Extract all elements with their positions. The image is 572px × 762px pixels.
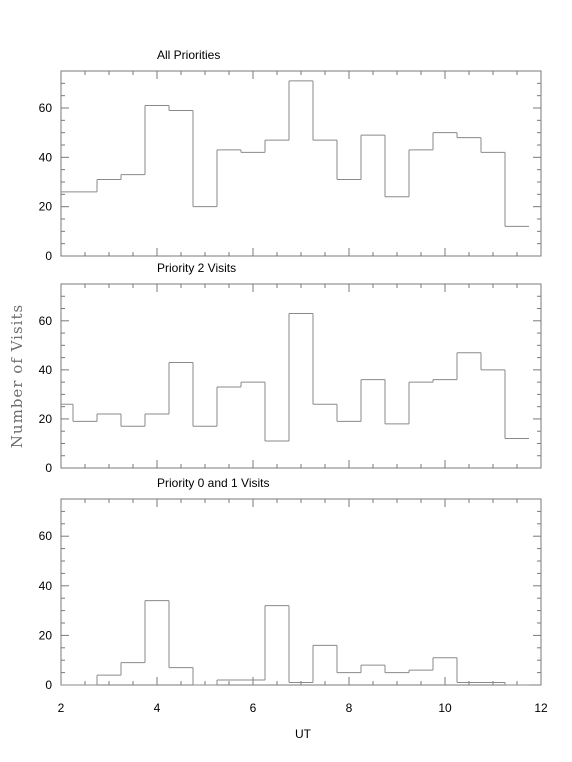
x-tick-label: 10 [438, 701, 452, 715]
y-tick-label: 40 [39, 150, 53, 164]
plot-frame [60, 498, 542, 686]
panel-title: All Priorities [157, 48, 220, 62]
y-tick-label: 60 [39, 314, 53, 328]
x-axis-label: UT [295, 727, 312, 741]
x-tick-label: 12 [534, 701, 548, 715]
x-tick-label: 4 [154, 701, 161, 715]
y-tick-label: 60 [39, 101, 53, 115]
y-tick-label: 40 [39, 363, 53, 377]
panel-1: All Priorities 0 20 40 60 [39, 48, 542, 263]
y-tick-label: 0 [45, 461, 52, 475]
y-tick-label: 40 [39, 579, 53, 593]
y-tick-label: 20 [39, 628, 53, 642]
plot-frame [60, 283, 542, 469]
x-tick-label: 8 [346, 701, 353, 715]
x-tick-label: 2 [58, 701, 65, 715]
histogram-series [61, 80, 529, 227]
histogram-series [61, 600, 529, 686]
y-tick-label: 20 [39, 200, 53, 214]
histogram-series [61, 312, 529, 442]
y-tick-label: 60 [39, 529, 53, 543]
y-tick-label: 0 [45, 678, 52, 692]
panel-title: Priority 2 Visits [157, 261, 236, 275]
y-axis-label: Number of Visits [8, 304, 26, 448]
y-tick-label: 20 [39, 412, 53, 426]
panel-title: Priority 0 and 1 Visits [157, 476, 270, 490]
panel-2: Priority 2 Visits 0 20 40 60 [39, 261, 542, 475]
panel-3: Priority 0 and 1 Visits 0 20 40 60 2 4 6 8 10 12 [39, 476, 548, 715]
y-tick-label: 0 [45, 249, 52, 263]
x-tick-label: 6 [250, 701, 257, 715]
plot-frame [60, 70, 542, 257]
